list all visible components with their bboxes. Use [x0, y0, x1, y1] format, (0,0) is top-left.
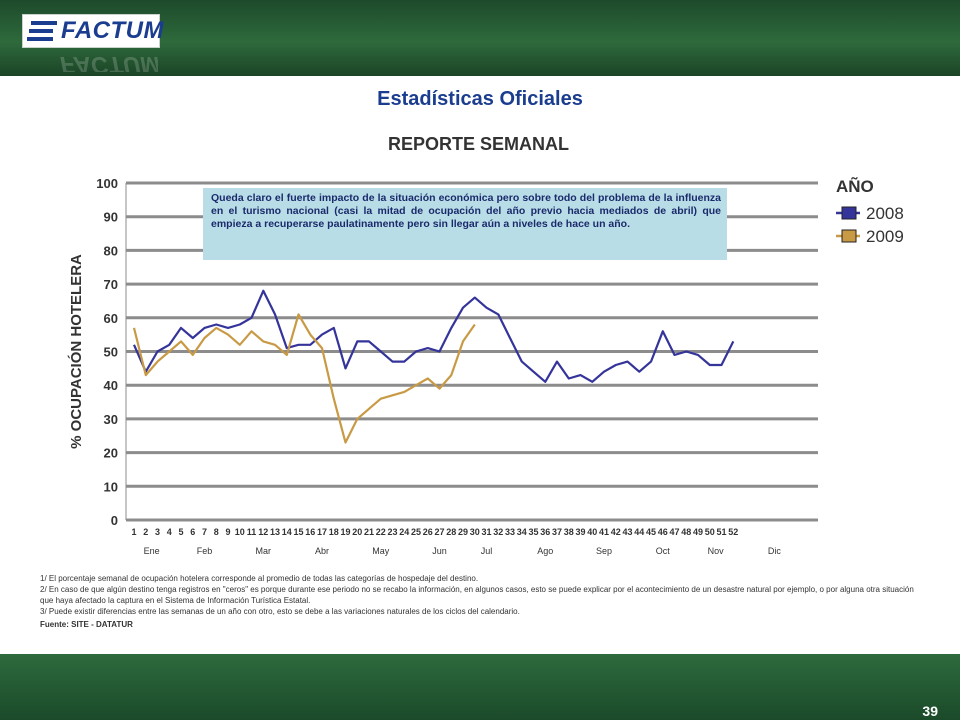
x-tick-label-13: 13: [270, 527, 280, 537]
footer-bar: [0, 654, 960, 720]
x-tick-label-35: 35: [528, 527, 538, 537]
x-tick-label-11: 11: [247, 527, 257, 537]
y-tick-label-20: 20: [104, 446, 118, 461]
x-tick-label-24: 24: [399, 527, 409, 537]
page-title: Estadísticas Oficiales: [377, 88, 583, 110]
page-number: 39: [922, 703, 938, 719]
x-tick-label-36: 36: [540, 527, 550, 537]
logo-text: FACTUM: [61, 17, 164, 44]
x-tick-label-40: 40: [587, 527, 597, 537]
y-axis-label: % OCUPACIÓN HOTELERA: [67, 254, 85, 449]
month-label-sep: Sep: [596, 546, 612, 556]
x-tick-label-46: 46: [658, 527, 668, 537]
x-tick-label-52: 52: [728, 527, 738, 537]
y-tick-label-40: 40: [104, 378, 118, 393]
x-tick-label-18: 18: [329, 527, 339, 537]
x-tick-label-45: 45: [646, 527, 656, 537]
y-tick-label-80: 80: [104, 243, 118, 258]
legend-marker-2009: [841, 229, 857, 243]
x-tick-label-12: 12: [258, 527, 268, 537]
month-label-dic: Dic: [768, 546, 781, 556]
x-tick-label-30: 30: [470, 527, 480, 537]
chart-title: REPORTE SEMANAL: [388, 134, 570, 154]
x-tick-label-8: 8: [214, 527, 219, 537]
x-tick-label-48: 48: [681, 527, 691, 537]
x-tick-label-32: 32: [493, 527, 503, 537]
x-tick-label-47: 47: [669, 527, 679, 537]
x-tick-label-15: 15: [293, 527, 303, 537]
source-line: Fuente: SITE - DATATUR: [40, 620, 133, 629]
series-line-2008: [132, 289, 735, 383]
note-callout: Queda claro el fuerte impacto de la situ…: [203, 188, 727, 260]
x-tick-label-29: 29: [458, 527, 468, 537]
series-line-2009: [132, 313, 476, 444]
x-tick-label-42: 42: [611, 527, 621, 537]
month-label-may: May: [372, 546, 390, 556]
month-label-jul: Jul: [481, 546, 493, 556]
legend-marker-2008: [841, 206, 857, 220]
x-tick-label-33: 33: [505, 527, 515, 537]
month-label-mar: Mar: [256, 546, 272, 556]
x-tick-label-9: 9: [225, 527, 230, 537]
x-tick-label-37: 37: [552, 527, 562, 537]
x-tick-label-14: 14: [282, 527, 292, 537]
x-tick-label-21: 21: [364, 527, 374, 537]
x-tick-label-7: 7: [202, 527, 207, 537]
x-tick-label-1: 1: [131, 527, 136, 537]
header-bar: FACTUM FACTUM: [0, 0, 960, 76]
x-tick-label-23: 23: [387, 527, 397, 537]
footnote-2: 2/ En caso de que algún destino tenga re…: [40, 585, 914, 594]
month-label-feb: Feb: [197, 546, 213, 556]
x-tick-label-17: 17: [317, 527, 327, 537]
y-tick-label-30: 30: [104, 412, 118, 427]
legend-title: AÑO: [836, 176, 874, 196]
x-tick-label-25: 25: [411, 527, 421, 537]
x-tick-label-39: 39: [575, 527, 585, 537]
factum-logo: FACTUM: [22, 14, 163, 48]
y-tick-label-60: 60: [104, 311, 118, 326]
month-label-abr: Abr: [315, 546, 329, 556]
footnote-2-continued: que haya afectado la captura en el Siste…: [40, 596, 311, 605]
x-tick-label-10: 10: [235, 527, 245, 537]
footnotes: 1/ El porcentaje semanal de ocupación ho…: [40, 573, 940, 630]
x-tick-label-26: 26: [423, 527, 433, 537]
y-tick-label-70: 70: [104, 277, 118, 292]
x-tick-label-27: 27: [434, 527, 444, 537]
x-tick-label-43: 43: [622, 527, 632, 537]
month-label-oct: Oct: [656, 546, 671, 556]
x-tick-label-16: 16: [305, 527, 315, 537]
x-tick-label-4: 4: [167, 527, 172, 537]
x-tick-label-22: 22: [376, 527, 386, 537]
footnote-1: 1/ El porcentaje semanal de ocupación ho…: [40, 574, 479, 583]
y-tick-label-10: 10: [104, 479, 118, 494]
x-tick-label-41: 41: [599, 527, 609, 537]
month-label-jun: Jun: [432, 546, 447, 556]
y-tick-label-100: 100: [96, 176, 118, 191]
x-tick-label-28: 28: [446, 527, 456, 537]
x-tick-label-19: 19: [340, 527, 350, 537]
x-tick-label-44: 44: [634, 527, 644, 537]
logo-stripes-icon: [27, 21, 57, 41]
x-tick-label-49: 49: [693, 527, 703, 537]
x-tick-label-5: 5: [178, 527, 183, 537]
legend-label-2008: 2008: [866, 204, 904, 223]
y-tick-label-50: 50: [104, 345, 118, 360]
x-tick-label-34: 34: [517, 527, 527, 537]
x-tick-label-3: 3: [155, 527, 160, 537]
x-tick-label-38: 38: [564, 527, 574, 537]
x-tick-label-50: 50: [705, 527, 715, 537]
y-tick-label-90: 90: [104, 210, 118, 225]
x-tick-label-20: 20: [352, 527, 362, 537]
month-label-ene: Ene: [144, 546, 160, 556]
legend-label-2009: 2009: [866, 227, 904, 246]
footnote-3: 3/ Puede existir diferencias entre las s…: [40, 607, 520, 616]
x-tick-label-6: 6: [190, 527, 195, 537]
x-tick-label-2: 2: [143, 527, 148, 537]
x-tick-label-51: 51: [716, 527, 726, 537]
month-label-ago: Ago: [537, 546, 553, 556]
month-label-nov: Nov: [708, 546, 725, 556]
y-tick-label-0: 0: [111, 513, 118, 528]
x-tick-label-31: 31: [481, 527, 491, 537]
